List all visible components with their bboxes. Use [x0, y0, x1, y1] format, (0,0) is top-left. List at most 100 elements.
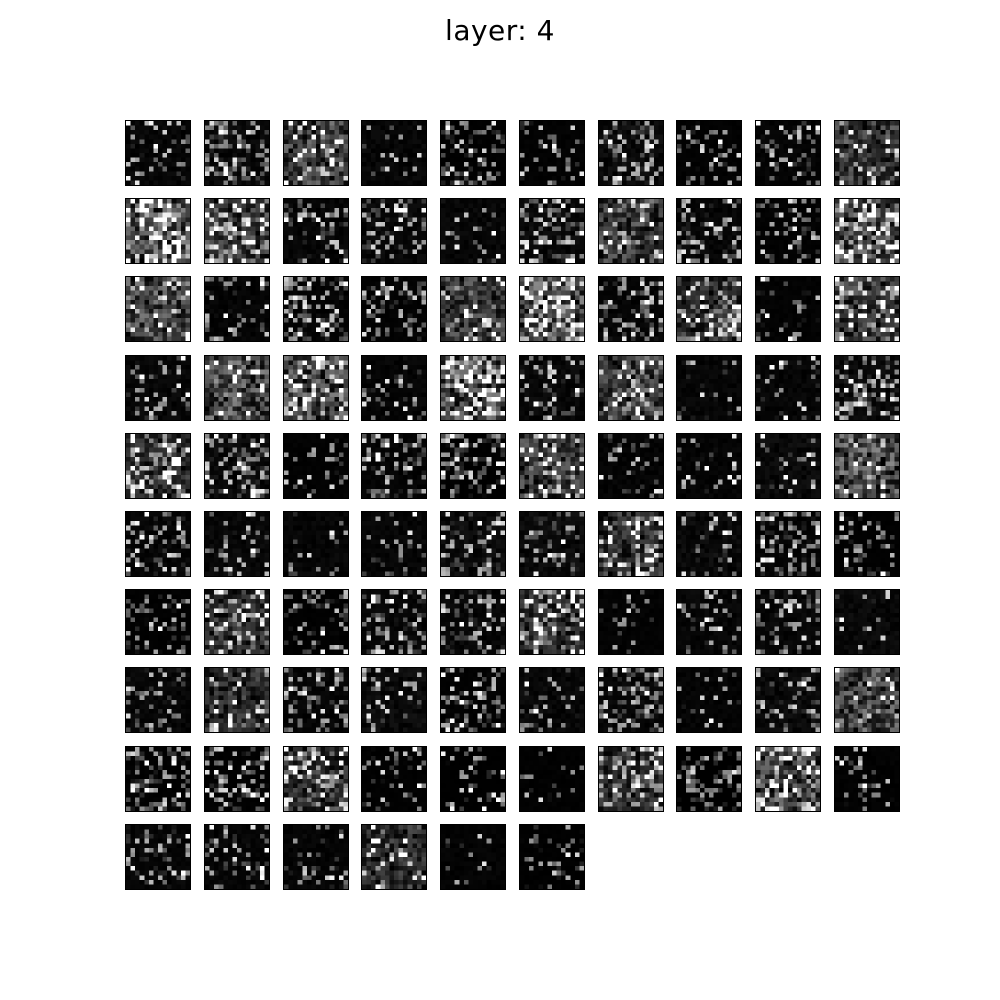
feature-map-panel	[598, 355, 664, 421]
feature-map-panel	[204, 276, 270, 342]
feature-map-panel	[361, 198, 427, 264]
feature-map-panel	[283, 276, 349, 342]
feature-map-image	[362, 590, 426, 654]
feature-map-image	[520, 512, 584, 576]
feature-map-image	[599, 121, 663, 185]
feature-map-panel	[834, 120, 900, 186]
feature-map-image	[835, 356, 899, 420]
feature-map-panel	[361, 746, 427, 812]
feature-map-image	[756, 277, 820, 341]
feature-map-panel	[676, 667, 742, 733]
feature-map-image	[599, 668, 663, 732]
feature-map-image	[677, 199, 741, 263]
feature-map-panel	[361, 276, 427, 342]
feature-map-image	[520, 277, 584, 341]
feature-map-panel	[755, 120, 821, 186]
feature-map-panel	[834, 589, 900, 655]
feature-map-image	[126, 356, 190, 420]
feature-map-image	[284, 356, 348, 420]
feature-map-image	[284, 199, 348, 263]
feature-map-image	[205, 434, 269, 498]
feature-map-image	[441, 199, 505, 263]
feature-map-image	[441, 825, 505, 889]
feature-map-image	[677, 668, 741, 732]
feature-map-panel	[125, 746, 191, 812]
feature-map-panel	[834, 276, 900, 342]
feature-map-image	[126, 512, 190, 576]
feature-map-image	[126, 434, 190, 498]
feature-map-panel	[204, 433, 270, 499]
feature-map-image	[205, 199, 269, 263]
feature-map-panel	[283, 667, 349, 733]
feature-map-panel	[283, 589, 349, 655]
feature-map-panel	[204, 120, 270, 186]
feature-map-image	[756, 121, 820, 185]
feature-map-panel	[440, 198, 506, 264]
feature-map-panel	[519, 433, 585, 499]
feature-map-image	[205, 277, 269, 341]
feature-map-panel	[755, 589, 821, 655]
feature-map-panel	[519, 198, 585, 264]
feature-map-image	[677, 121, 741, 185]
feature-map-image	[362, 199, 426, 263]
feature-map-panel	[598, 511, 664, 577]
feature-map-panel	[204, 746, 270, 812]
feature-map-image	[441, 434, 505, 498]
feature-map-image	[520, 356, 584, 420]
feature-map-image	[441, 121, 505, 185]
feature-map-panel	[834, 511, 900, 577]
feature-map-image	[205, 512, 269, 576]
feature-map-panel	[519, 746, 585, 812]
feature-map-image	[835, 121, 899, 185]
feature-map-image	[284, 590, 348, 654]
feature-map-image	[599, 199, 663, 263]
feature-map-image	[362, 356, 426, 420]
feature-map-image	[599, 590, 663, 654]
feature-map-image	[677, 512, 741, 576]
feature-map-image	[756, 512, 820, 576]
feature-map-image	[441, 277, 505, 341]
feature-map-panel	[283, 120, 349, 186]
feature-map-image	[520, 668, 584, 732]
feature-map-image	[284, 121, 348, 185]
feature-map-image	[835, 512, 899, 576]
feature-map-panel	[598, 667, 664, 733]
feature-map-image	[835, 277, 899, 341]
feature-map-panel	[755, 355, 821, 421]
feature-map-panel	[125, 433, 191, 499]
feature-map-panel	[676, 511, 742, 577]
feature-map-panel	[440, 824, 506, 890]
feature-map-image	[284, 434, 348, 498]
feature-map-image	[835, 199, 899, 263]
feature-map-panel	[283, 511, 349, 577]
feature-map-image	[126, 590, 190, 654]
feature-map-panel	[755, 746, 821, 812]
feature-map-panel	[598, 198, 664, 264]
feature-map-image	[677, 277, 741, 341]
feature-map-image	[441, 668, 505, 732]
feature-map-image	[284, 277, 348, 341]
feature-map-panel	[676, 746, 742, 812]
feature-map-image	[284, 512, 348, 576]
feature-map-panel	[361, 589, 427, 655]
feature-map-panel	[834, 198, 900, 264]
feature-map-panel	[755, 667, 821, 733]
feature-map-image	[599, 747, 663, 811]
feature-map-panel	[519, 511, 585, 577]
feature-map-panel	[283, 355, 349, 421]
feature-map-panel	[204, 198, 270, 264]
feature-map-panel	[676, 276, 742, 342]
feature-map-image	[756, 747, 820, 811]
feature-map-panel	[755, 511, 821, 577]
feature-map-panel	[125, 589, 191, 655]
feature-map-panel	[125, 667, 191, 733]
feature-map-panel	[676, 589, 742, 655]
feature-map-panel	[834, 433, 900, 499]
feature-map-panel	[755, 198, 821, 264]
feature-map-image	[756, 356, 820, 420]
feature-map-image	[520, 747, 584, 811]
feature-map-image	[677, 356, 741, 420]
feature-map-panel	[361, 433, 427, 499]
feature-map-panel	[361, 511, 427, 577]
feature-map-image	[756, 590, 820, 654]
